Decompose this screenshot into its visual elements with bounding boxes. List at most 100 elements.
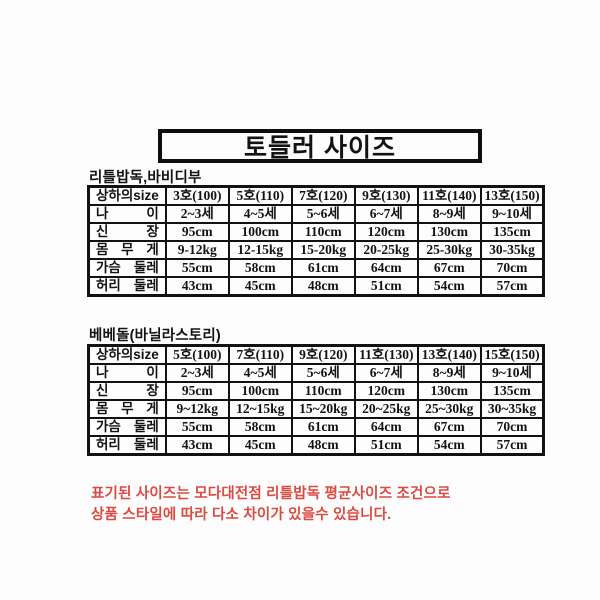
size-value-cell: 54cm bbox=[416, 276, 482, 297]
row-label-cell: 신 장 bbox=[87, 222, 167, 242]
size-value-cell: 110cm bbox=[290, 381, 356, 401]
size-value-cell: 48cm bbox=[290, 435, 356, 456]
size-header-cell: 9호(120) bbox=[290, 344, 356, 365]
size-value-cell: 61cm bbox=[290, 258, 356, 278]
size-value-cell: 25-30kg bbox=[416, 240, 482, 260]
size-value-cell: 8~9세 bbox=[416, 363, 482, 383]
size-value-cell: 30-35kg bbox=[479, 240, 545, 260]
size-value-cell: 130cm bbox=[416, 222, 482, 242]
table-row: 신 장 95cm 100cm 110cm 120cm 130cm 135cm bbox=[87, 222, 545, 242]
size-value-cell: 6~7세 bbox=[353, 363, 419, 383]
size-header-cell: 13호(140) bbox=[416, 344, 482, 365]
size-value-cell: 5~6세 bbox=[290, 204, 356, 224]
size-value-cell: 57cm bbox=[479, 435, 545, 456]
size-header-cell: 5호(100) bbox=[164, 344, 230, 365]
size-value-cell: 55cm bbox=[164, 417, 230, 437]
size-header-cell: 13호(150) bbox=[479, 185, 545, 206]
size-table-littlebobdog: 상하의size 3호(100) 5호(110) 7호(120) 9호(130) 11호(1… bbox=[87, 185, 546, 297]
disclaimer-line-1: 표기된 사이즈는 모다대전점 리틀밥독 평균사이즈 조건으로 bbox=[91, 486, 451, 502]
size-value-cell: 70cm bbox=[479, 258, 545, 278]
size-value-cell: 58cm bbox=[227, 417, 293, 437]
size-value-cell: 20~25kg bbox=[353, 399, 419, 419]
row-label-cell: 나 이 bbox=[87, 204, 167, 224]
size-value-cell: 8~9세 bbox=[416, 204, 482, 224]
size-value-cell: 9~12kg bbox=[164, 399, 230, 419]
size-header-cell: 9호(130) bbox=[353, 185, 419, 206]
row-label-cell: 신 장 bbox=[87, 381, 167, 401]
size-value-cell: 2~3세 bbox=[164, 363, 230, 383]
size-value-cell: 100cm bbox=[227, 381, 293, 401]
size-value-cell: 51cm bbox=[353, 435, 419, 456]
size-value-cell: 55cm bbox=[164, 258, 230, 278]
size-value-cell: 67cm bbox=[416, 417, 482, 437]
size-header-cell: 7호(110) bbox=[227, 344, 293, 365]
brand-subtitle-littlebobdog: 리틀밥독,바비디부 bbox=[89, 170, 202, 186]
size-header-cell: 3호(100) bbox=[164, 185, 230, 206]
brand-subtitle-bebedol: 베베돌(바닐라스토리) bbox=[89, 328, 221, 344]
size-value-cell: 6~7세 bbox=[353, 204, 419, 224]
row-label-cell: 나 이 bbox=[87, 363, 167, 383]
size-header-cell: 15호(150) bbox=[479, 344, 545, 365]
table-row: 나 이 2~3세 4~5세 5~6세 6~7세 8~9세 9~10세 bbox=[87, 204, 545, 224]
size-value-cell: 25~30kg bbox=[416, 399, 482, 419]
size-value-cell: 130cm bbox=[416, 381, 482, 401]
size-value-cell: 70cm bbox=[479, 417, 545, 437]
size-value-cell: 64cm bbox=[353, 417, 419, 437]
table-row: 허리 둘레 43cm 45cm 48cm 51cm 54cm 57cm bbox=[87, 435, 545, 456]
size-value-cell: 100cm bbox=[227, 222, 293, 242]
row-label-cell: 허리 둘레 bbox=[87, 435, 167, 456]
size-value-cell: 67cm bbox=[416, 258, 482, 278]
size-disclaimer: 표기된 사이즈는 모다대전점 리틀밥독 평균사이즈 조건으로 상품 스타일에 따… bbox=[91, 484, 451, 526]
row-label-cell: 몸 무 게 bbox=[87, 399, 167, 419]
row-label-cell: 가슴 둘레 bbox=[87, 417, 167, 437]
size-header-cell: 5호(110) bbox=[227, 185, 293, 206]
size-header-cell: 11호(130) bbox=[353, 344, 419, 365]
table-row: 신 장 95cm 100cm 110cm 120cm 130cm 135cm bbox=[87, 381, 545, 401]
size-value-cell: 2~3세 bbox=[164, 204, 230, 224]
size-value-cell: 95cm bbox=[164, 222, 230, 242]
size-value-cell: 45cm bbox=[227, 435, 293, 456]
size-value-cell: 64cm bbox=[353, 258, 419, 278]
size-value-cell: 45cm bbox=[227, 276, 293, 297]
table-row: 가슴 둘레 55cm 58cm 61cm 64cm 67cm 70cm bbox=[87, 417, 545, 437]
size-value-cell: 110cm bbox=[290, 222, 356, 242]
row-label-cell: 몸 무 게 bbox=[87, 240, 167, 260]
size-header-cell: 11호(140) bbox=[416, 185, 482, 206]
size-value-cell: 20-25kg bbox=[353, 240, 419, 260]
size-value-cell: 57cm bbox=[479, 276, 545, 297]
size-value-cell: 9~10세 bbox=[479, 363, 545, 383]
size-value-cell: 120cm bbox=[353, 222, 419, 242]
size-value-cell: 4~5세 bbox=[227, 363, 293, 383]
size-value-cell: 4~5세 bbox=[227, 204, 293, 224]
size-value-cell: 48cm bbox=[290, 276, 356, 297]
size-value-cell: 135cm bbox=[479, 381, 545, 401]
size-value-cell: 15-20kg bbox=[290, 240, 356, 260]
header-row: 상하의size 5호(100) 7호(110) 9호(120) 11호(130) 13호(… bbox=[87, 344, 545, 365]
size-header-cell: 7호(120) bbox=[290, 185, 356, 206]
table-row: 나 이 2~3세 4~5세 5~6세 6~7세 8~9세 9~10세 bbox=[87, 363, 545, 383]
table-row: 가슴 둘레 55cm 58cm 61cm 64cm 67cm 70cm bbox=[87, 258, 545, 278]
size-label-header-cell: 상하의size bbox=[87, 185, 167, 206]
size-value-cell: 51cm bbox=[353, 276, 419, 297]
row-label-cell: 허리 둘레 bbox=[87, 276, 167, 297]
size-value-cell: 12-15kg bbox=[227, 240, 293, 260]
page-title: 토들러 사이즈 bbox=[244, 134, 396, 162]
size-value-cell: 43cm bbox=[164, 276, 230, 297]
size-value-cell: 135cm bbox=[479, 222, 545, 242]
size-value-cell: 61cm bbox=[290, 417, 356, 437]
size-value-cell: 9~10세 bbox=[479, 204, 545, 224]
size-value-cell: 58cm bbox=[227, 258, 293, 278]
size-value-cell: 120cm bbox=[353, 381, 419, 401]
size-value-cell: 95cm bbox=[164, 381, 230, 401]
size-value-cell: 12~15kg bbox=[227, 399, 293, 419]
size-table-bebedol: 상하의size 5호(100) 7호(110) 9호(120) 11호(130) 13호(… bbox=[87, 344, 546, 456]
size-value-cell: 54cm bbox=[416, 435, 482, 456]
size-value-cell: 9-12kg bbox=[164, 240, 230, 260]
size-value-cell: 5~6세 bbox=[290, 363, 356, 383]
table-row: 몸 무 게 9~12kg 12~15kg 15~20kg 20~25kg 25~30kg 3… bbox=[87, 399, 545, 419]
title-box: 토들러 사이즈 bbox=[158, 129, 482, 163]
header-row: 상하의size 3호(100) 5호(110) 7호(120) 9호(130) 11호(1… bbox=[87, 185, 545, 206]
size-value-cell: 43cm bbox=[164, 435, 230, 456]
size-value-cell: 15~20kg bbox=[290, 399, 356, 419]
